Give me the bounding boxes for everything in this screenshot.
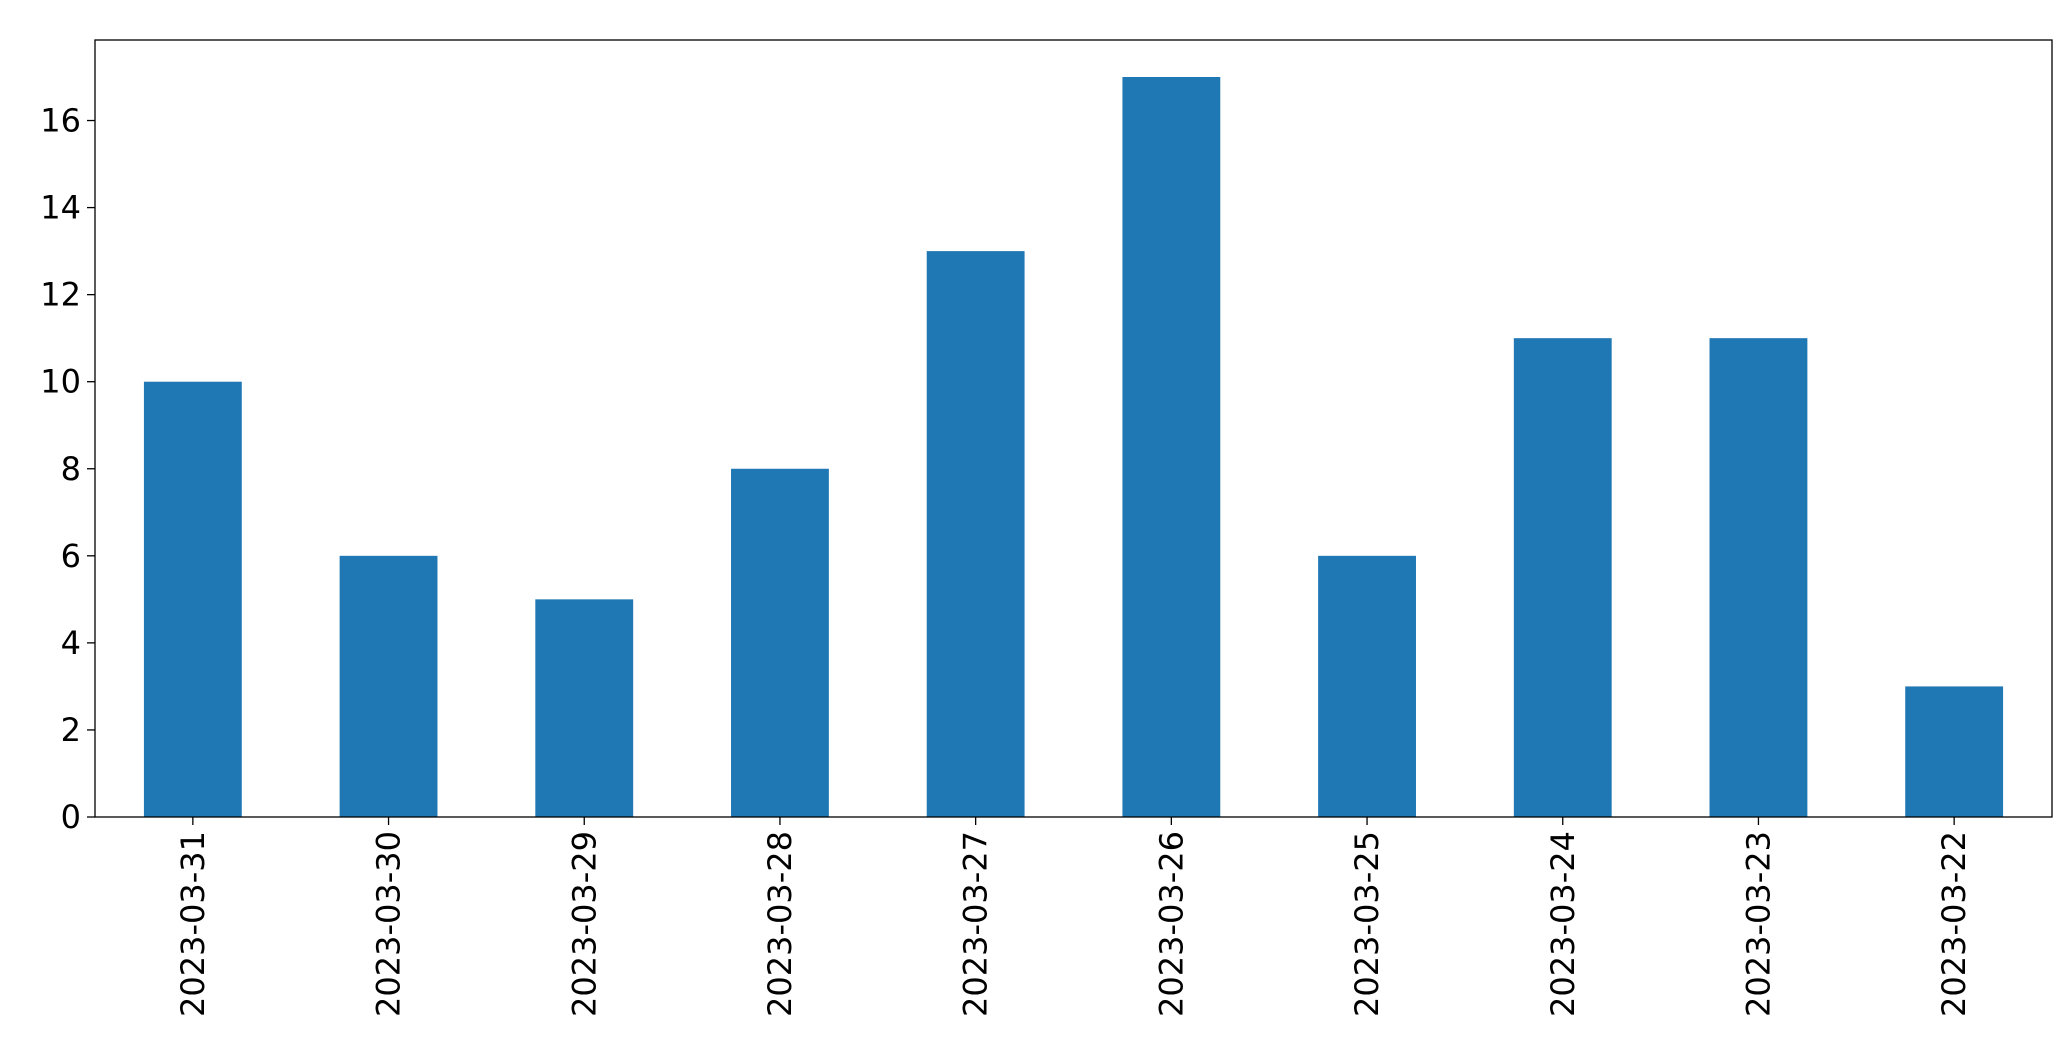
x-tick-label: 2023-03-25 <box>1348 831 1386 1017</box>
x-tick-label: 2023-03-27 <box>957 831 995 1017</box>
bar <box>143 381 242 817</box>
bar <box>926 251 1025 817</box>
y-tick-label: 2 <box>61 711 81 749</box>
y-tick-label: 12 <box>40 276 81 314</box>
bar <box>1513 338 1612 817</box>
x-tick-label: 2023-03-31 <box>174 831 212 1017</box>
bar <box>1318 555 1416 817</box>
bar <box>1905 686 2004 817</box>
x-tick-label: 2023-03-30 <box>370 831 408 1017</box>
y-tick-label: 0 <box>61 798 81 836</box>
x-tick-label: 2023-03-28 <box>761 831 799 1017</box>
y-tick-label: 14 <box>40 189 81 227</box>
x-tick-label: 2023-03-26 <box>1152 831 1190 1017</box>
x-tick-label: 2023-03-24 <box>1544 831 1582 1017</box>
x-tick-label: 2023-03-22 <box>1935 831 1973 1017</box>
bar <box>339 555 438 817</box>
y-tick-label: 8 <box>61 450 81 488</box>
y-tick-label: 6 <box>61 537 81 575</box>
bar <box>1709 338 1808 817</box>
y-tick-label: 4 <box>61 624 81 662</box>
plot-frame <box>94 39 2053 818</box>
y-tick-label: 16 <box>40 102 81 140</box>
bar <box>731 468 829 817</box>
bar <box>1122 77 1221 817</box>
y-tick-label: 10 <box>40 363 81 401</box>
x-tick-label: 2023-03-29 <box>565 831 603 1017</box>
x-tick-label: 2023-03-23 <box>1739 831 1777 1017</box>
bar <box>535 599 634 817</box>
